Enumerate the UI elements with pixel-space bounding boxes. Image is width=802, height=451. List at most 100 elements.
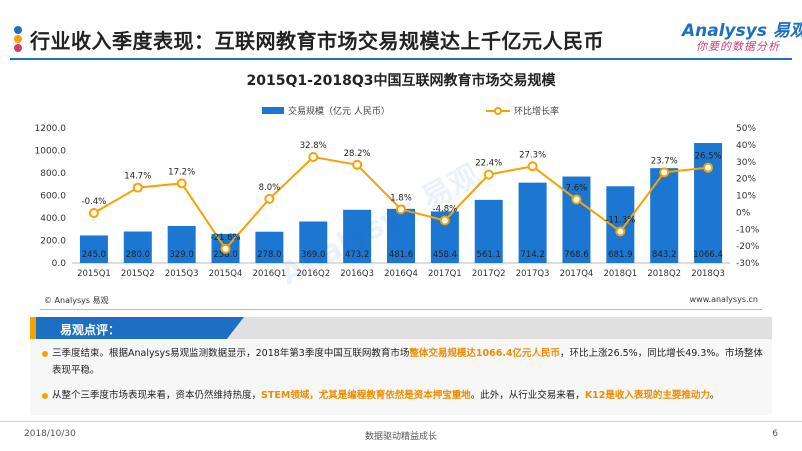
source-note: © Analysys 易观 [44,296,109,305]
bullet-1-text: 三季度结束。根据Analysys易观监测数据显示，2018年第3季度中国互联网教… [52,348,763,376]
bullet-2-text: 从整个三季度市场表现来看，资本仍然维持热度，STEM领域，尤其是编程教育依然是资… [52,390,720,401]
legend-line-label: 环比增长率 [514,107,560,117]
bullet-2-highlight-1: STEM领域，尤其是编程教育依然是资本押宝重地 [261,390,471,401]
legend-bar-label: 交易规模（亿元 人民币） [288,107,390,117]
y-right-tick-label: -20% [736,242,760,252]
bar [387,208,415,263]
x-tick-label: 2017Q4 [560,269,594,279]
growth-rate-label: 7.6% [566,184,588,194]
y-right-tick-label: 10% [736,192,756,202]
x-tick-label: 2015Q3 [165,269,199,279]
growth-rate-label: 28.2% [344,149,371,159]
growth-rate-point [483,169,494,180]
x-tick-label: 2016Q1 [253,269,287,279]
title-divider [10,58,792,60]
y-right-tick-label: -10% [736,225,760,235]
y-right-tick-label: 30% [736,158,756,168]
bar-value-label: 481.6 [389,250,413,260]
bar [255,231,284,263]
bar [562,176,591,263]
y-right-tick-label: 20% [736,175,756,185]
analysys-logo: Analysys 易观 你要的数据分析 [682,16,802,60]
x-tick-label: 2015Q4 [209,269,243,279]
growth-rate-point [527,161,538,172]
y-right-tick-label: 0% [736,208,751,218]
bullet-1-highlight: 整体交易规模达1066.4亿元人民币 [409,348,561,359]
x-tick-label: 2018Q1 [603,269,637,279]
x-tick-label: 2017Q2 [472,269,506,279]
bar-value-label: 458.4 [433,250,457,260]
bar [518,182,547,263]
growth-rate-label: 17.2% [168,167,195,177]
growth-rate-point [220,243,231,254]
y-right-tick-label: 40% [736,141,756,151]
combo-chart: 0.0 200.0 400.0 600.0 800.0 1000.0 1200.0 -30% -… [35,124,760,279]
y-right-tick-label: -30% [736,259,760,269]
bar [650,168,679,263]
bar-value-label: 843.2 [652,250,676,260]
bullet-2-highlight-2: K12是收入表现的主要推动力 [584,390,710,401]
y-left-tick-label: 1000.0 [35,147,67,157]
bar-value-label: 714.2 [520,250,544,260]
comment-header: 易观点评： [30,317,772,339]
growth-rate-label: 8.0% [259,183,281,193]
x-tick-label: 2016Q2 [296,269,330,279]
bar-value-label: 329.0 [169,250,193,260]
bar [299,221,328,263]
bar-value-label: 369.0 [301,250,325,260]
legend-line-swatch [486,106,510,116]
bar [167,225,196,263]
growth-rate-label: 22.4% [475,159,502,169]
growth-rate-point [659,167,670,178]
x-tick-label: 2016Q4 [384,269,418,279]
bullet-dot-icon [42,393,48,399]
growth-rate-point [703,162,714,173]
growth-rate-point [264,193,275,204]
source-divider [40,309,762,310]
legend-bar-swatch [262,107,284,114]
y-left-tick-label: 600.0 [40,192,66,202]
y-left-tick-label: 1200.0 [35,124,67,134]
bar [343,209,372,263]
chart-legend: 交易规模（亿元 人民币） 环比增长率 [0,104,802,118]
bar-value-label: 681.9 [608,250,632,260]
growth-rate-point [352,159,363,170]
x-tick-label: 2017Q3 [516,269,550,279]
logo-brand: Analysys 易观 [682,21,802,41]
legend-line-series: 环比增长率 [486,104,559,117]
growth-rate-label: 23.7% [651,156,678,166]
footer-slogan: 数据驱动精益成长 [364,432,437,442]
growth-rate-point [176,178,187,189]
growth-rate-point [615,226,626,237]
growth-rate-label: 27.3% [519,150,546,160]
growth-rate-label: -11.3% [605,215,635,225]
page-title: 行业收入季度表现：互联网教育市场交易规模达上千亿元人民币 [30,29,604,53]
legend-bar-series: 交易规模（亿元 人民币） [262,104,390,117]
bar-value-label: 278.0 [257,250,281,260]
comment-bullet-2: 从整个三季度市场表现来看，资本仍然维持热度，STEM领域，尤其是编程教育依然是资… [42,387,764,404]
bar-value-label: 245.0 [82,250,106,260]
bar-value-label: 473.2 [345,250,369,260]
title-decoration [14,26,24,52]
bar [123,231,152,263]
website-link[interactable]: www.analysys.cn [689,295,758,304]
growth-rate-point [571,194,582,205]
x-tick-label: 2015Q2 [121,269,155,279]
comment-label: 易观点评： [60,323,121,337]
comment-box: 易观点评： 三季度结束。根据Analysys易观监测数据显示，2018年第3季度… [30,317,772,415]
growth-rate-label: 32.8% [300,141,327,151]
bar-value-label: 1066.4 [693,250,723,260]
growth-rate-label: 14.7% [124,172,151,182]
growth-rate-label: -0.4% [82,197,107,207]
x-tick-label: 2018Q2 [647,269,681,279]
bar-value-label: 258.0 [213,250,237,260]
x-tick-label: 2018Q3 [691,269,725,279]
bullet-dot-icon [42,351,48,357]
growth-rate-label: 1.8% [390,193,412,203]
logo-slogan: 你要的数据分析 [696,40,780,53]
growth-rate-point [396,204,406,215]
bar-value-label: 561.1 [477,250,501,260]
growth-rate-label: 26.5% [695,152,722,162]
comment-bullet-1: 三季度结束。根据Analysys易观监测数据显示，2018年第3季度中国互联网教… [42,345,764,379]
